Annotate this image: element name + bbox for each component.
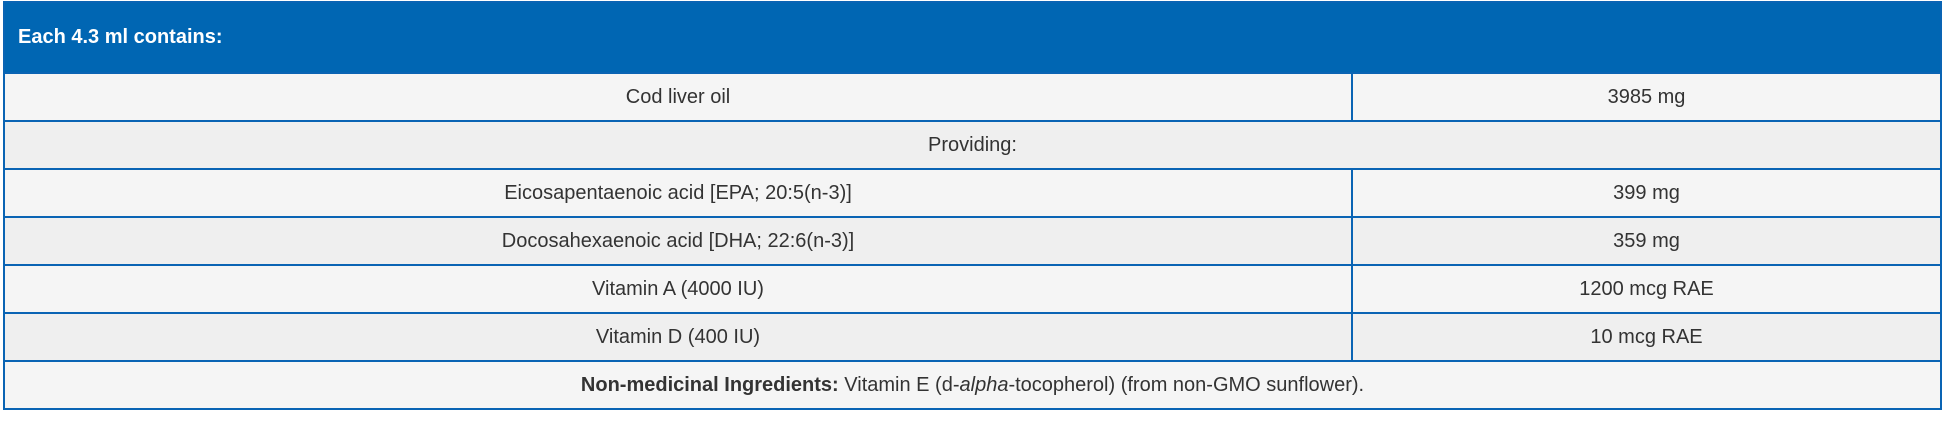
non-medicinal-ingredients: Non-medicinal Ingredients: Vitamin E (d-… xyxy=(2,360,1943,410)
table-row: Vitamin A (4000 IU) 1200 mcg RAE xyxy=(3,264,1943,314)
ingredient-amount: 1200 mcg RAE xyxy=(1350,264,1943,314)
table-row: Cod liver oil 3985 mg xyxy=(3,72,1943,122)
ingredients-table: Each 4.3 ml contains: Cod liver oil 3985… xyxy=(2,1,1943,410)
ingredient-name: Eicosapentaenoic acid [EPA; 20:5(n-3)] xyxy=(3,168,1353,218)
ingredient-name: Vitamin A (4000 IU) xyxy=(3,264,1353,314)
ingredient-name: Vitamin D (400 IU) xyxy=(3,312,1353,362)
non-medicinal-text-italic: alpha xyxy=(959,373,1009,396)
table-row: Docosahexaenoic acid [DHA; 22:6(n-3)] 35… xyxy=(3,216,1943,266)
table-row: Providing: xyxy=(2,120,1943,170)
ingredient-amount: 3985 mg xyxy=(1350,72,1943,122)
section-label: Providing: xyxy=(2,120,1943,170)
non-medicinal-text-before: Vitamin E (d- xyxy=(838,373,960,396)
non-medicinal-label: Non-medicinal Ingredients: xyxy=(580,373,839,396)
table-row: Non-medicinal Ingredients: Vitamin E (d-… xyxy=(2,360,1943,410)
ingredient-amount: 10 mcg RAE xyxy=(1350,312,1943,362)
table-row: Eicosapentaenoic acid [EPA; 20:5(n-3)] 3… xyxy=(3,168,1943,218)
table-row: Vitamin D (400 IU) 10 mcg RAE xyxy=(3,312,1943,362)
ingredient-amount: 399 mg xyxy=(1350,168,1943,218)
ingredient-amount: 359 mg xyxy=(1350,216,1943,266)
table-header: Each 4.3 ml contains: xyxy=(2,1,1943,74)
non-medicinal-text-after: -tocopherol) (from non-GMO sunflower). xyxy=(1008,373,1365,396)
ingredient-name: Docosahexaenoic acid [DHA; 22:6(n-3)] xyxy=(3,216,1353,266)
ingredient-name: Cod liver oil xyxy=(3,72,1353,122)
